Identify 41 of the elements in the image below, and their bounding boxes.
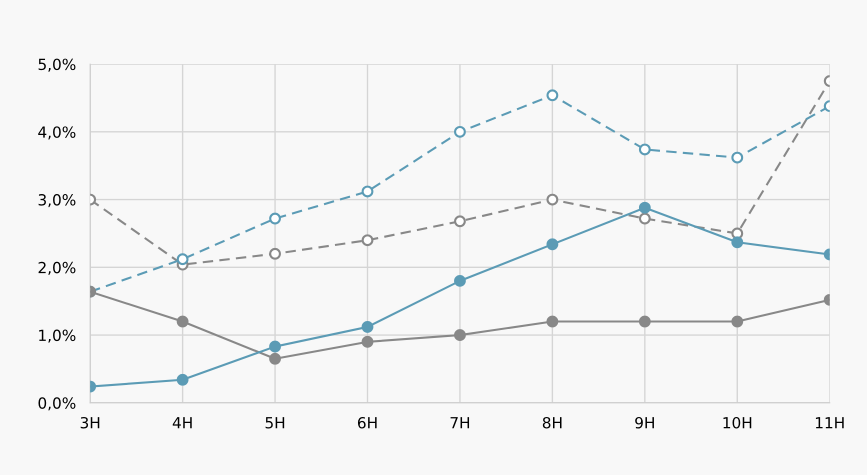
point [362, 234, 374, 246]
y-tick-label: 4,0% [38, 126, 76, 140]
x-tick-label: 8H [542, 416, 562, 429]
point [454, 215, 466, 228]
point [269, 340, 281, 352]
point [638, 212, 651, 224]
point [454, 329, 466, 341]
x-tick-label: 7H [450, 417, 470, 428]
x-tick-label: 9H [635, 416, 654, 429]
x-tick-label: 3H [80, 416, 100, 429]
point [731, 152, 744, 164]
x-tick-label: 6H [358, 416, 377, 429]
point [362, 336, 374, 348]
point [176, 316, 189, 328]
point [269, 248, 281, 260]
point [546, 89, 558, 102]
point [362, 186, 374, 198]
point [638, 144, 651, 156]
point [362, 321, 374, 333]
point [546, 194, 558, 206]
y-tick-label: 5,0% [38, 58, 76, 72]
y-tick-label: 2,0% [38, 262, 76, 275]
point [269, 352, 281, 365]
point [546, 238, 558, 250]
point [454, 274, 466, 287]
x-tick-label: 11H [816, 417, 844, 428]
point [454, 126, 466, 138]
point [269, 212, 281, 224]
y-tick-label: 0,0% [38, 397, 76, 410]
point [638, 316, 651, 328]
point [731, 316, 744, 328]
x-tick-label: 5H [266, 417, 284, 429]
x-tick-label: 10H [723, 416, 752, 429]
point [176, 374, 189, 386]
y-tick-label: 1,0% [39, 330, 76, 343]
point [731, 236, 744, 248]
point [638, 202, 651, 214]
point [546, 316, 558, 328]
point [176, 253, 189, 266]
y-tick-label: 3,0% [38, 194, 76, 208]
x-tick-label: 4H [172, 417, 192, 428]
